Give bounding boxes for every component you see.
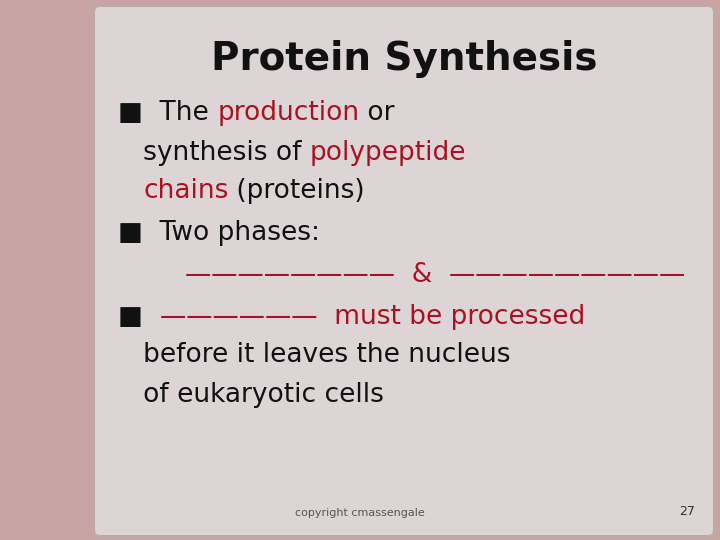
Text: 27: 27 (679, 505, 695, 518)
Text: production: production (217, 100, 359, 126)
Text: of eukaryotic cells: of eukaryotic cells (118, 382, 384, 408)
Text: polypeptide: polypeptide (310, 140, 467, 166)
Text: ■  The: ■ The (118, 100, 217, 126)
Text: synthesis of: synthesis of (118, 140, 310, 166)
Text: ——————  must be processed: —————— must be processed (160, 304, 585, 330)
Text: ■  Two phases:: ■ Two phases: (118, 220, 320, 246)
Text: before it leaves the nucleus: before it leaves the nucleus (118, 342, 510, 368)
Text: copyright cmassengale: copyright cmassengale (295, 508, 425, 518)
Text: ■: ■ (118, 304, 160, 330)
Text: or: or (359, 100, 395, 126)
Text: (proteins): (proteins) (228, 178, 365, 204)
Text: chains: chains (143, 178, 228, 204)
Text: ————————  &  —————————: ———————— & ————————— (118, 262, 685, 288)
FancyBboxPatch shape (94, 6, 714, 536)
Text: Protein Synthesis: Protein Synthesis (211, 40, 598, 78)
